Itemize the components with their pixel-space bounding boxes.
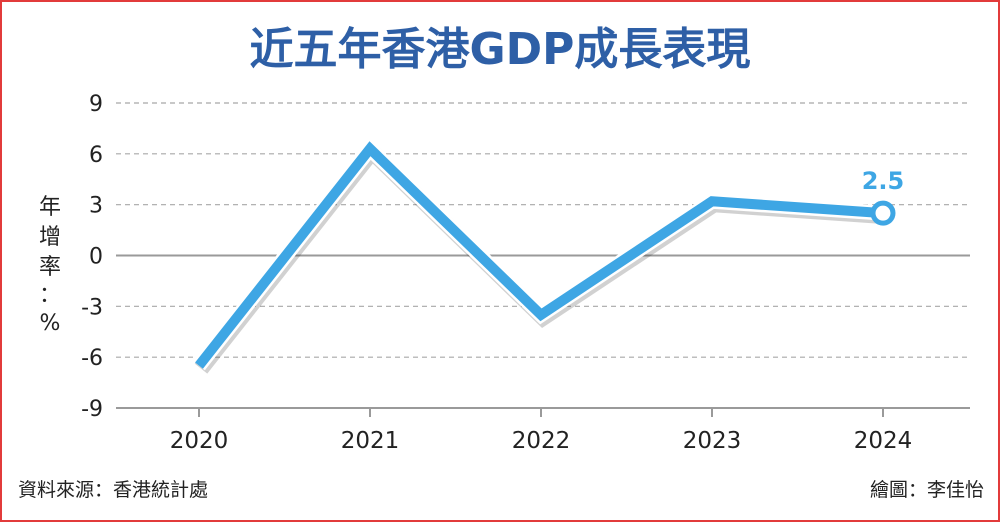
y-tick-label: 6 bbox=[89, 143, 103, 168]
series-line-group bbox=[193, 137, 886, 374]
x-tick-label: 2022 bbox=[512, 428, 571, 454]
y-tick-label: 0 bbox=[89, 245, 103, 270]
chart-title: 近五年香港GDP成長表現 bbox=[250, 24, 751, 75]
x-tick-label: 2020 bbox=[170, 428, 229, 454]
series-line-outline bbox=[193, 137, 884, 371]
y-tick-labels: 9 6 3 0 -3 -6 -9 bbox=[81, 92, 103, 422]
y-axis-label-char-2: 增 bbox=[39, 225, 61, 250]
y-tick-label: 9 bbox=[89, 92, 103, 117]
data-labels: 2.5 bbox=[862, 167, 905, 226]
data-label-2024: 2.5 bbox=[862, 167, 905, 195]
y-tick-label: -6 bbox=[81, 346, 103, 371]
grid-lines bbox=[116, 102, 970, 409]
end-point-marker bbox=[870, 200, 896, 226]
x-tick-label: 2023 bbox=[683, 428, 742, 454]
y-axis-label: 年 增 率 ： % bbox=[39, 195, 61, 336]
y-tick-label: -3 bbox=[81, 295, 103, 320]
source-note: 資料來源：香港統計處 bbox=[18, 479, 208, 501]
y-axis-label-char-1: 年 bbox=[39, 195, 61, 220]
y-axis-label-char-4: ： bbox=[39, 283, 61, 308]
credit-note: 繪圖：李佳怡 bbox=[870, 479, 984, 501]
y-axis-label-char-3: 率 bbox=[39, 255, 61, 280]
x-tick-label: 2021 bbox=[341, 428, 400, 454]
x-tick-labels: 2020 2021 2022 2023 2024 bbox=[170, 408, 913, 454]
x-tick-label: 2024 bbox=[854, 428, 913, 454]
series-line-shadow bbox=[194, 139, 886, 374]
y-axis-label-char-5: % bbox=[40, 311, 61, 336]
y-tick-label: -9 bbox=[81, 397, 103, 422]
y-tick-label: 3 bbox=[89, 194, 103, 219]
series-line bbox=[195, 141, 884, 369]
